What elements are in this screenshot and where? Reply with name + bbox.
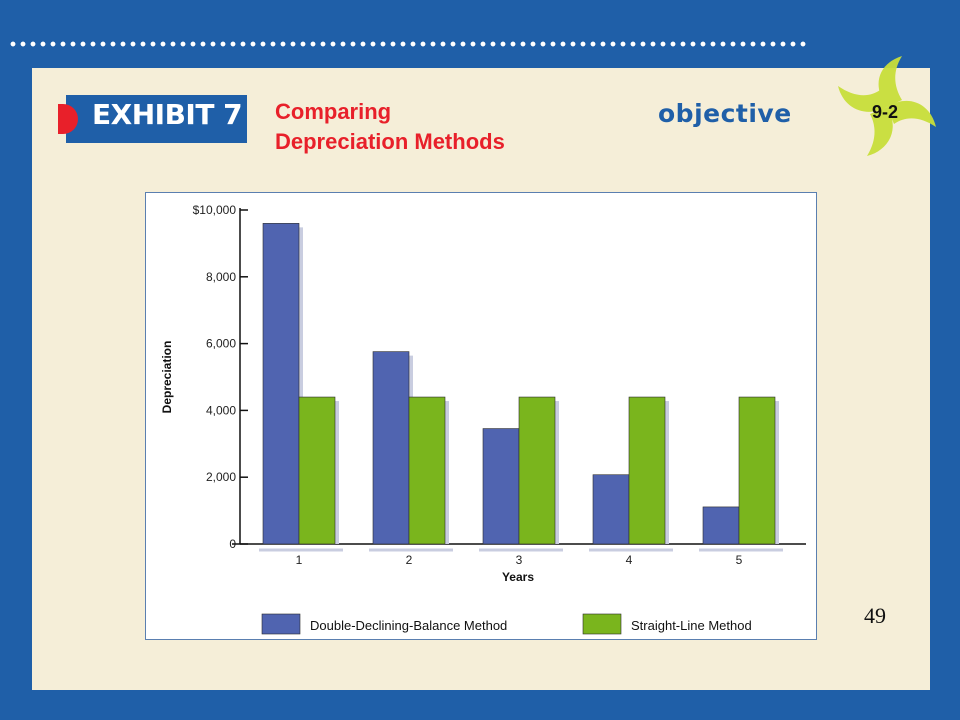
- x-axis-title: Years: [502, 570, 534, 584]
- chart-container: 0 2,000 4,000 6,000 8,000 $10,000 1 2 3 4 5 Years De…: [145, 192, 817, 640]
- slide-title-line1: Comparing: [275, 99, 392, 124]
- exhibit-label: EXHIBIT 7: [92, 98, 243, 131]
- bar-sl-year-5: [738, 396, 776, 545]
- objective-label: objective: [658, 99, 792, 128]
- bar-sl-year-1: [298, 396, 336, 545]
- bar-ddb-year-3: [482, 428, 520, 545]
- page-number: 49: [864, 603, 886, 628]
- y-tick-label: 6,000: [206, 337, 236, 351]
- bar-ddb-year-1: [262, 223, 300, 545]
- bar-ddb-year-4: [592, 474, 630, 545]
- legend-swatch-ddb: [261, 613, 301, 635]
- x-tick-label: 4: [626, 553, 633, 567]
- y-tick-label: $10,000: [193, 203, 237, 217]
- x-tick-label: 3: [516, 553, 523, 567]
- slide-title: Comparing Depreciation Methods: [275, 97, 505, 157]
- bar-sl-year-3: [518, 396, 556, 545]
- objective-swirl-icon: [838, 56, 936, 156]
- y-tick-label: 2,000: [206, 470, 236, 484]
- dotted-line-decoration: [8, 40, 808, 48]
- legend-swatch-sl: [582, 613, 622, 635]
- slide-title-line2: Depreciation Methods: [275, 129, 505, 154]
- legend-label-ddb: Double-Declining-Balance Method: [310, 618, 507, 633]
- bar-ddb-year-2: [372, 351, 410, 545]
- x-tick-label: 5: [736, 553, 743, 567]
- y-tick-label: 8,000: [206, 270, 236, 284]
- exhibit-banner: [66, 95, 247, 143]
- bar-ddb-year-5: [702, 506, 740, 545]
- x-tick-label: 2: [406, 553, 413, 567]
- y-axis-title: Depreciation: [160, 341, 174, 414]
- exhibit-tab-marker: [58, 104, 78, 134]
- legend-label-sl: Straight-Line Method: [631, 618, 752, 633]
- y-tick-label: 4,000: [206, 403, 236, 417]
- x-tick-label: 1: [296, 553, 303, 567]
- bar-sl-year-2: [408, 396, 446, 545]
- bar-sl-year-4: [628, 396, 666, 545]
- objective-number: 9-2: [872, 102, 899, 122]
